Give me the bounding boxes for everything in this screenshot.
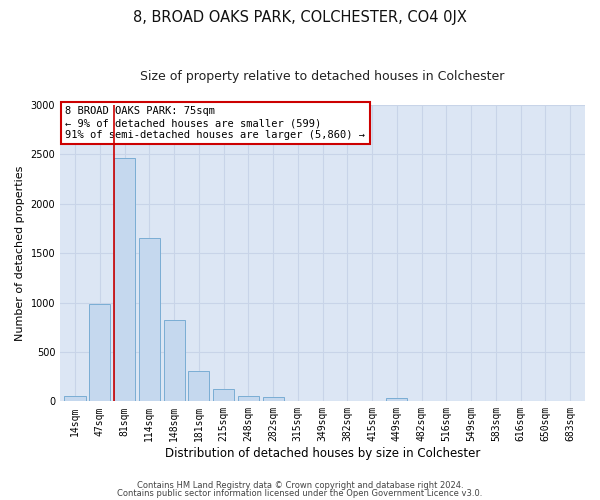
Bar [64,396,86,402]
Bar [213,390,234,402]
Text: Contains public sector information licensed under the Open Government Licence v3: Contains public sector information licen… [118,488,482,498]
Bar [164,320,185,402]
Bar [238,396,259,402]
Title: Size of property relative to detached houses in Colchester: Size of property relative to detached ho… [140,70,505,83]
Bar [139,238,160,402]
Bar [263,397,284,402]
Y-axis label: Number of detached properties: Number of detached properties [15,166,25,341]
Text: Contains HM Land Registry data © Crown copyright and database right 2024.: Contains HM Land Registry data © Crown c… [137,481,463,490]
Bar [386,398,407,402]
Bar [114,158,135,402]
Text: 8 BROAD OAKS PARK: 75sqm
← 9% of detached houses are smaller (599)
91% of semi-d: 8 BROAD OAKS PARK: 75sqm ← 9% of detache… [65,106,365,140]
X-axis label: Distribution of detached houses by size in Colchester: Distribution of detached houses by size … [165,447,480,460]
Text: 8, BROAD OAKS PARK, COLCHESTER, CO4 0JX: 8, BROAD OAKS PARK, COLCHESTER, CO4 0JX [133,10,467,25]
Bar [188,370,209,402]
Bar [89,304,110,402]
